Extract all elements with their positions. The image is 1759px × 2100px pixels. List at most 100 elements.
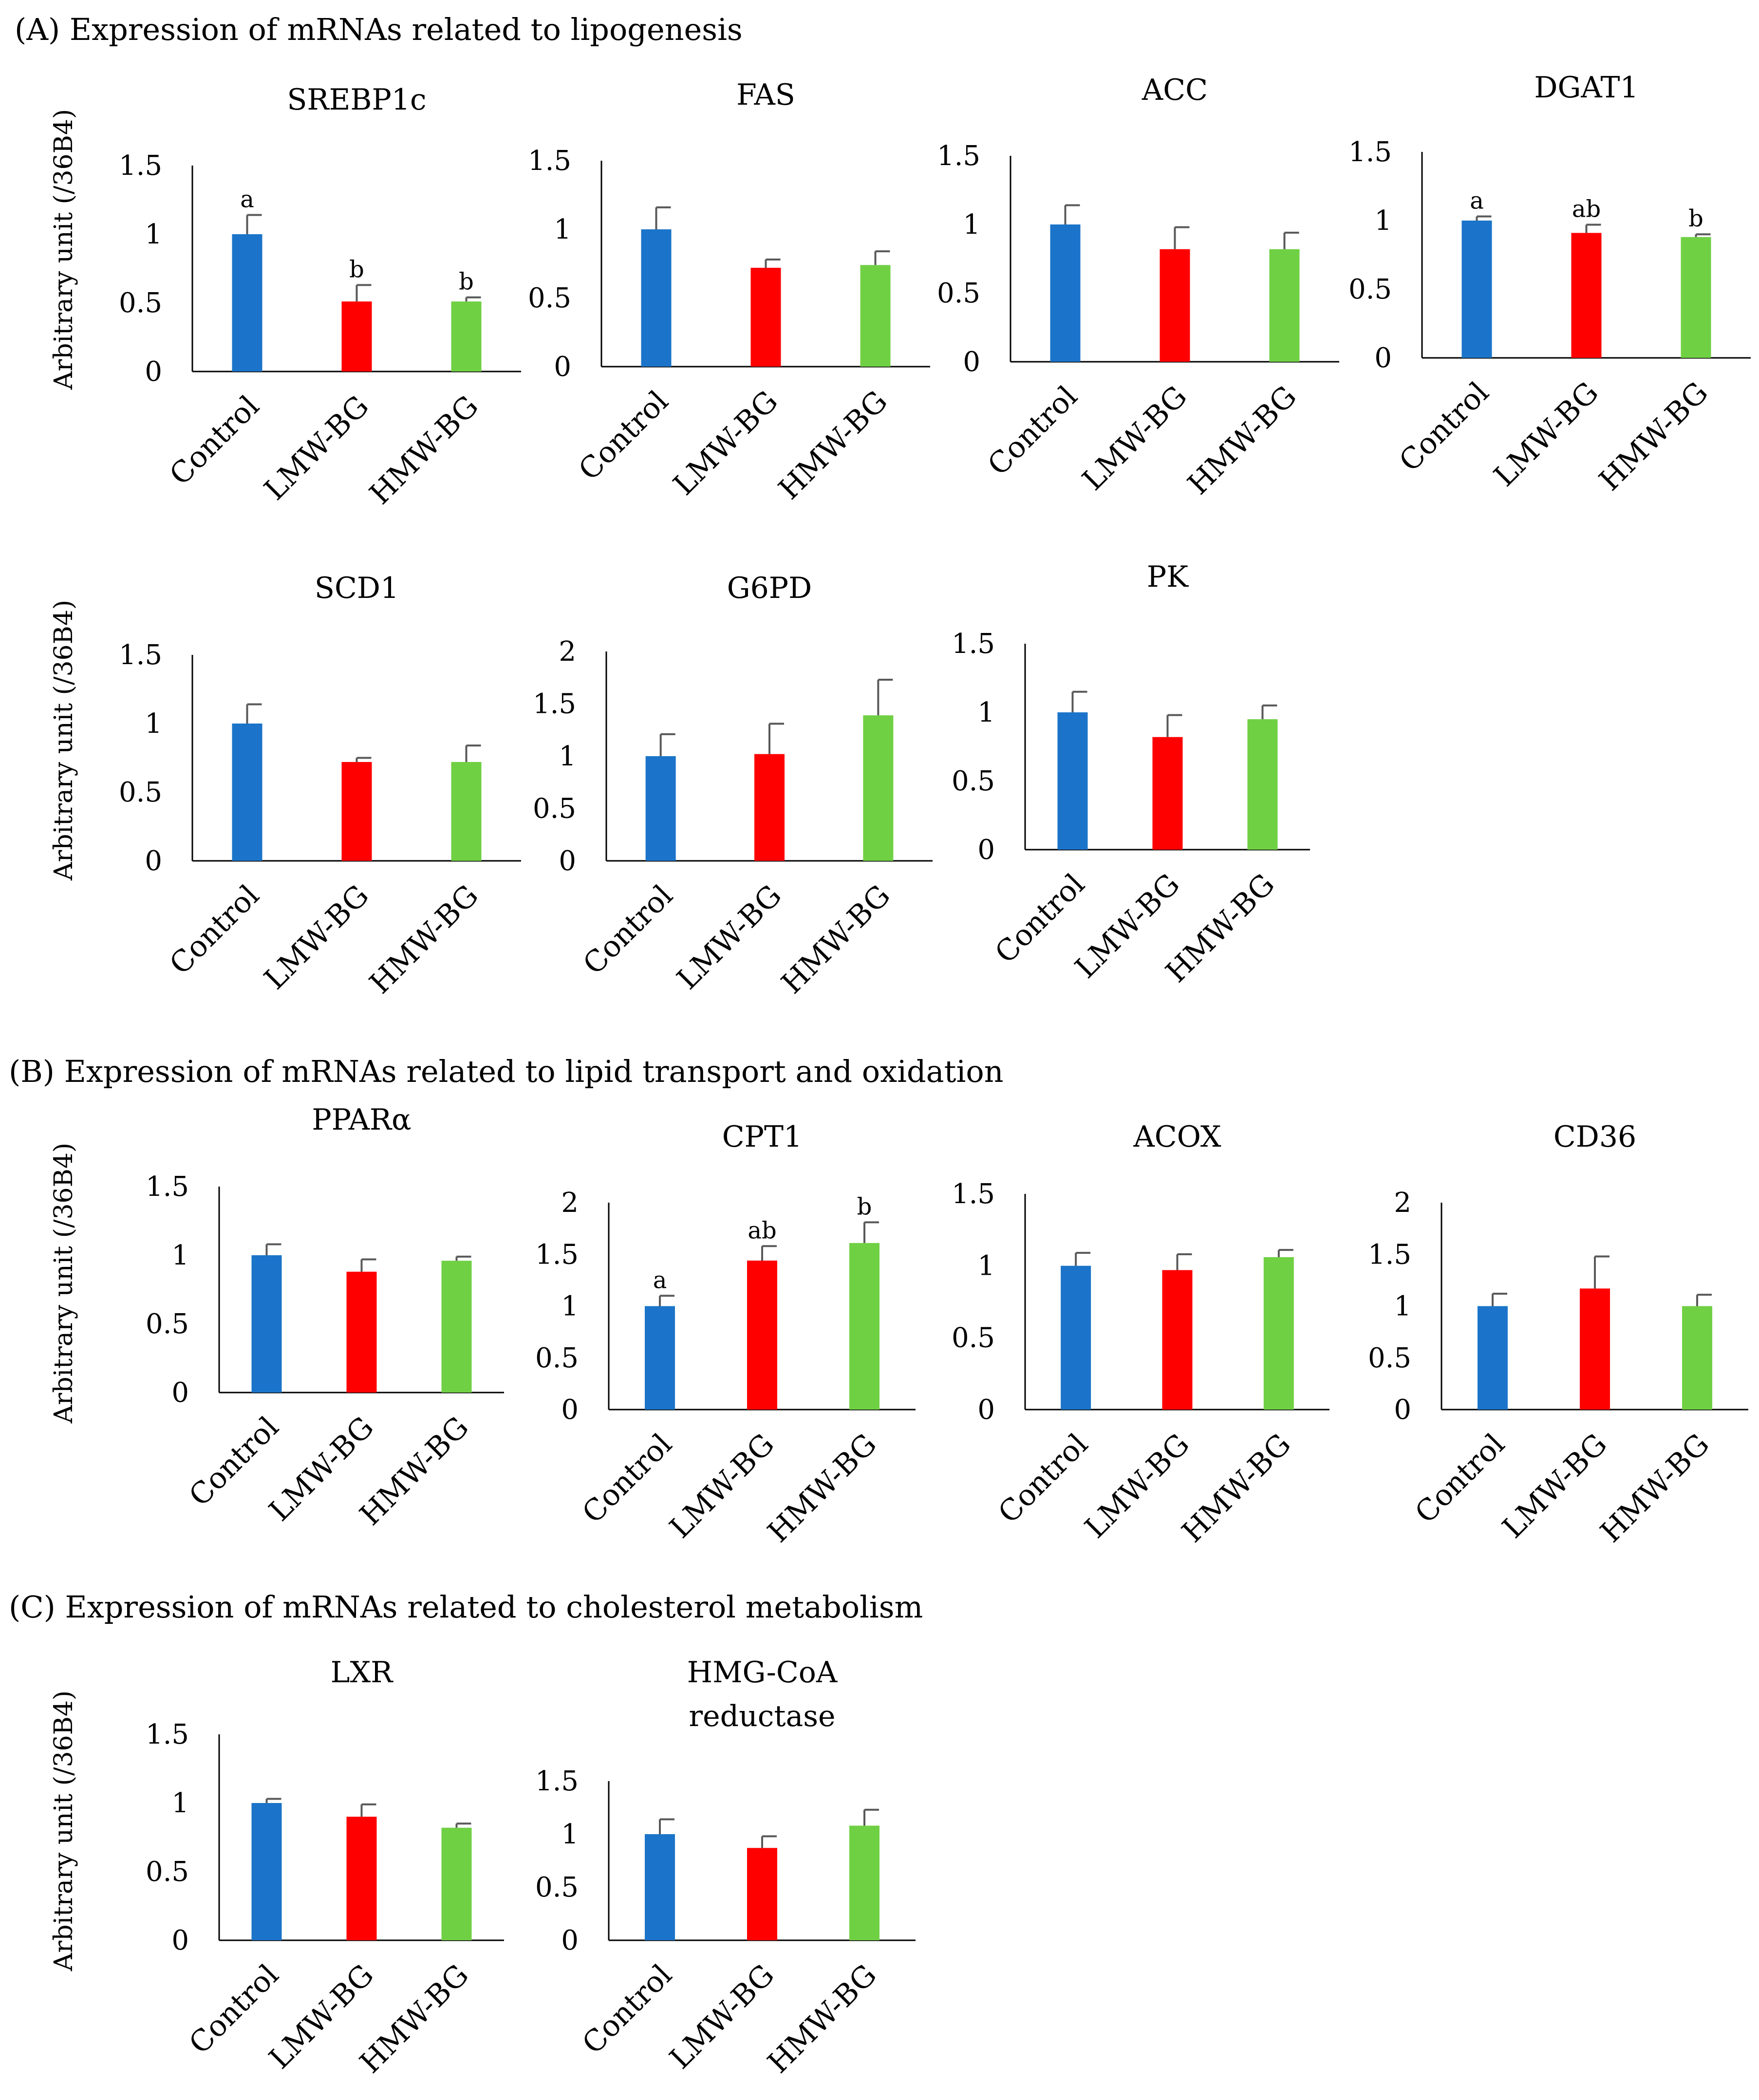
bar-hmw-bg [1681,237,1711,358]
category-label: HMW-BG [772,384,894,506]
bar-lmw-bg [341,762,372,861]
bar-control [645,756,676,861]
y-tick-label: 0 [561,1925,579,1956]
bar-lmw-bg [346,1271,377,1393]
significance-letter: b [459,268,474,296]
y-tick-label: 0 [171,1377,189,1409]
y-axis-label: Arbitrary unit (/36B4) [49,1691,78,1971]
category-label: LMW-BG [667,384,785,502]
y-tick-label: 0.5 [119,287,162,319]
y-tick-label: 0 [977,834,995,866]
y-tick-label: 2 [561,1187,579,1219]
category-label: HMW-BG [1176,1427,1298,1549]
y-tick-label: 1.5 [1348,136,1392,168]
chart-hmg-coa-reductase: HMG-CoAreductase00.511.5ControlLMW-BGHMW… [535,1655,916,2080]
y-tick-label: 0 [963,346,980,378]
y-tick-label: 1 [171,1787,189,1819]
y-tick-label: 1.5 [535,1765,579,1797]
category-label: HMW-BG [1592,375,1715,498]
category-label: Control [576,1958,678,2061]
y-tick-label: 0.5 [952,1322,995,1354]
y-tick-label: 1 [963,209,980,241]
bar-hmw-bg [451,301,482,372]
bar-control [1061,1265,1091,1410]
bar-hmw-bg [441,1827,472,1940]
bar-control [232,234,262,372]
y-tick-label: 0.5 [535,1342,579,1374]
significance-letter: b [857,1193,872,1220]
y-tick-label: 1.5 [937,140,980,172]
chart-title: CD36 [1553,1120,1636,1154]
chart-title: ACOX [1133,1120,1221,1154]
bar-control [1478,1306,1508,1410]
bar-hmw-bg [863,715,894,861]
chart-title: G6PD [727,571,812,605]
chart-title: HMG-CoA [687,1655,838,1690]
category-label: Control [1408,1427,1511,1530]
chart-title: ACC [1141,73,1208,107]
y-tick-label: 0 [561,1394,579,1426]
significance-letter: ab [748,1217,776,1244]
chart-title: CPT1 [722,1120,802,1154]
y-tick-label: 0.5 [533,793,576,825]
category-label: Control [1393,375,1496,478]
y-axis-label: Arbitrary unit (/36B4) [49,1143,78,1424]
chart-title: DGAT1 [1534,71,1638,105]
y-tick-label: 0.5 [528,282,571,314]
y-tick-label: 1 [977,1250,995,1282]
bar-lmw-bg [1580,1288,1610,1410]
bar-lmw-bg [1160,249,1190,362]
y-tick-label: 1.5 [146,1171,189,1203]
bar-lmw-bg [1162,1270,1193,1410]
category-label: LMW-BG [1487,375,1605,493]
chart-title: SREBP1c [287,83,426,117]
significance-letter: ab [1572,195,1601,223]
category-label: Control [163,389,266,492]
y-tick-label: 0.5 [1348,274,1392,305]
category-label: Control [572,384,675,487]
chart-lxr: LXR00.511.5ControlLMW-BGHMW-BGArbitrary … [49,1655,504,2080]
significance-letter: a [1470,187,1484,215]
category-label: HMW-BG [363,389,485,511]
bar-lmw-bg [747,1261,777,1410]
chart-title: LXR [331,1655,394,1690]
chart-title: reductase [689,1699,835,1733]
bar-control [645,1306,675,1410]
chart-title: FAS [736,78,795,112]
bar-lmw-bg [1152,737,1183,850]
y-tick-label: 0.5 [937,278,980,309]
bar-lmw-bg [1571,233,1602,358]
bar-hmw-bg [441,1261,472,1393]
y-tick-label: 0 [171,1925,189,1956]
chart-title: SCD1 [315,571,399,605]
bar-hmw-bg [1269,249,1300,362]
y-tick-label: 1.5 [533,688,576,720]
y-tick-label: 1 [559,741,576,772]
y-tick-label: 0 [145,845,162,877]
significance-letter: b [349,256,364,283]
bar-lmw-bg [747,1848,777,1940]
bar-control [641,229,672,367]
bar-hmw-bg [849,1243,880,1410]
bar-control [251,1255,282,1393]
y-tick-label: 1 [1374,205,1392,237]
chart-dgat1: DGAT1 0 0.5 1 1.5 a Control ab LMW-BG b HMW-BG [1348,71,1751,498]
category-label: Control [576,1427,678,1530]
y-tick-label: 0 [1394,1394,1411,1426]
bar-lmw-bg [346,1817,377,1940]
chart-srebp1c: SREBP1c 0 0.5 1 1.5 a Control b LMW-BG b HMW-BG Arb… [49,83,521,511]
y-axis-label: Arbitrary unit (/36B4) [49,109,78,390]
bar-control [251,1803,282,1940]
y-tick-label: 0 [554,351,571,383]
y-tick-label: 0.5 [952,765,995,797]
chart-ppar: PPARα00.511.5ControlLMW-BGHMW-BGArbitrar… [49,1103,504,1532]
bar-hmw-bg [1263,1257,1294,1410]
y-tick-label: 0.5 [1368,1342,1411,1374]
y-tick-label: 2 [559,636,576,668]
